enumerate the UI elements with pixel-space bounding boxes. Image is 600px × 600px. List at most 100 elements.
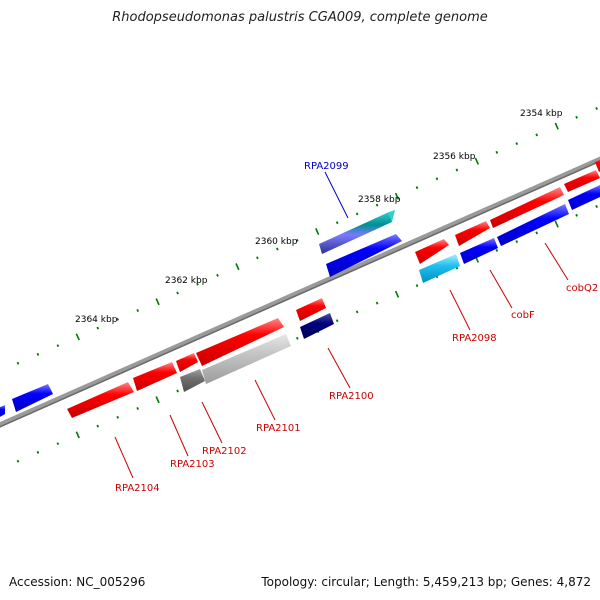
scale-tick [136,407,140,410]
leader-rpa2102 [201,401,223,444]
leader-rpa2101 [254,379,276,421]
leader-rpa2100 [327,347,351,389]
scale-tick [75,333,80,341]
scale-tick [96,326,100,330]
gene-arrow-blue-left[interactable] [12,384,53,412]
gene-label-cobq2[interactable]: cobQ2 [566,283,598,294]
scale-tick [155,396,160,404]
scale-tick [394,192,400,200]
scale-tick [535,133,539,137]
scale-label-2362: 2362 kbp [165,276,208,286]
gene-arrow-rpa2103-upper[interactable] [133,362,177,391]
scale-tick [256,256,259,260]
scale-tick [216,273,219,277]
scale-tick [495,150,499,154]
scale-tick [595,205,598,208]
scale-tick [75,431,80,439]
outer-scale-ticks [0,107,598,375]
scale-tick [455,168,459,172]
gene-arrow-cyan[interactable] [419,254,460,283]
gene-arrow-blue-3[interactable] [568,185,600,210]
gene-arrow-upper-3[interactable] [595,157,600,172]
leader-cobf [489,269,513,309]
gene-label-rpa2100[interactable]: RPA2100 [329,391,374,402]
scale-tick [16,459,20,463]
scale-tick [495,248,499,252]
scale-tick [575,115,578,119]
scale-label-2360: 2360 kbp [255,237,298,247]
scale-tick [116,317,120,321]
scale-tick [554,122,559,130]
accession-text: Accession: NC_005296 [9,575,146,589]
gene-label-rpa2099[interactable]: RPA2099 [304,161,349,172]
leader-rpa2098 [449,289,471,331]
gene-arrow-blue-2[interactable] [497,204,569,246]
scale-tick [335,221,339,225]
scale-tick [116,415,120,419]
gene-label-rpa2102[interactable]: RPA2102 [202,446,247,457]
gene-arrow-cobf-upper[interactable] [455,221,490,246]
leader-rpa2103 [169,414,189,457]
gene-arrow-rpa2098-upper[interactable] [415,239,449,264]
scale-tick [355,310,359,314]
gene-arrow-rpa2104-upper[interactable] [67,382,134,418]
scale-tick [474,157,480,165]
scale-tick [295,238,299,242]
scale-tick [176,389,179,393]
scale-tick [136,309,140,312]
scale-tick [16,361,20,365]
gene-arrow-rpa2102-upper[interactable] [176,353,198,372]
scale-tick [235,263,240,271]
gene-arrow-rpa2101-upper[interactable] [196,318,284,366]
scale-tick [56,344,60,348]
gene-arrow-upper-1[interactable] [490,187,564,228]
scale-tick [394,290,400,298]
gene-label-rpa2103[interactable]: RPA2103 [170,459,215,470]
scale-tick [335,319,339,323]
scale-label-2356: 2356 kbp [433,152,476,162]
scale-tick [375,203,379,207]
scale-tick [155,298,160,306]
scale-tick [415,284,419,288]
gene-arrow-blue-edge[interactable] [0,405,5,418]
scale-tick [96,424,100,428]
gene-label-rpa2098[interactable]: RPA2098 [452,333,497,344]
scale-tick [575,213,578,217]
gene-arrow-upper-2[interactable] [564,170,600,192]
scale-tick [176,291,179,295]
scale-tick [595,107,598,110]
leader-cobq2 [544,242,569,281]
gene-arrow-navy[interactable] [300,313,334,339]
scale-tick [435,177,439,181]
scale-tick [315,227,320,236]
map-title: Rhodopseudomonas palustris CGA009, compl… [112,10,488,25]
scale-tick [355,212,359,216]
scale-tick [375,301,379,305]
scale-tick [295,336,299,340]
gene-label-cobf[interactable]: cobF [511,310,535,321]
gene-arrow-rpa2099-b[interactable] [326,234,402,277]
topology-text: Topology: circular; Length: 5,459,213 bp… [261,575,591,589]
gene-label-rpa2104[interactable]: RPA2104 [115,483,160,494]
leader-rpa2104 [114,436,134,479]
scale-tick [515,142,519,146]
scale-tick [415,186,419,190]
gene-arrow-darkgray[interactable] [180,369,205,392]
gene-arrow-blue-1[interactable] [460,238,498,264]
scale-tick [554,220,559,228]
scale-tick [196,282,199,286]
gene-arrow-rpa2099[interactable] [319,210,395,254]
leader-rpa2099 [324,171,349,219]
genome-backbone-shadow [0,160,600,428]
scale-tick [535,231,539,235]
gene-label-rpa2101[interactable]: RPA2101 [256,423,301,434]
scale-tick [36,352,40,356]
scale-tick [36,450,40,454]
scale-tick [276,247,279,251]
scale-tick [515,240,519,244]
gene-arrow-gray[interactable] [202,334,291,384]
scale-label-2354: 2354 kbp [520,109,563,119]
scale-tick [56,442,60,446]
gene-arrow-rpa2100-upper[interactable] [296,298,326,321]
